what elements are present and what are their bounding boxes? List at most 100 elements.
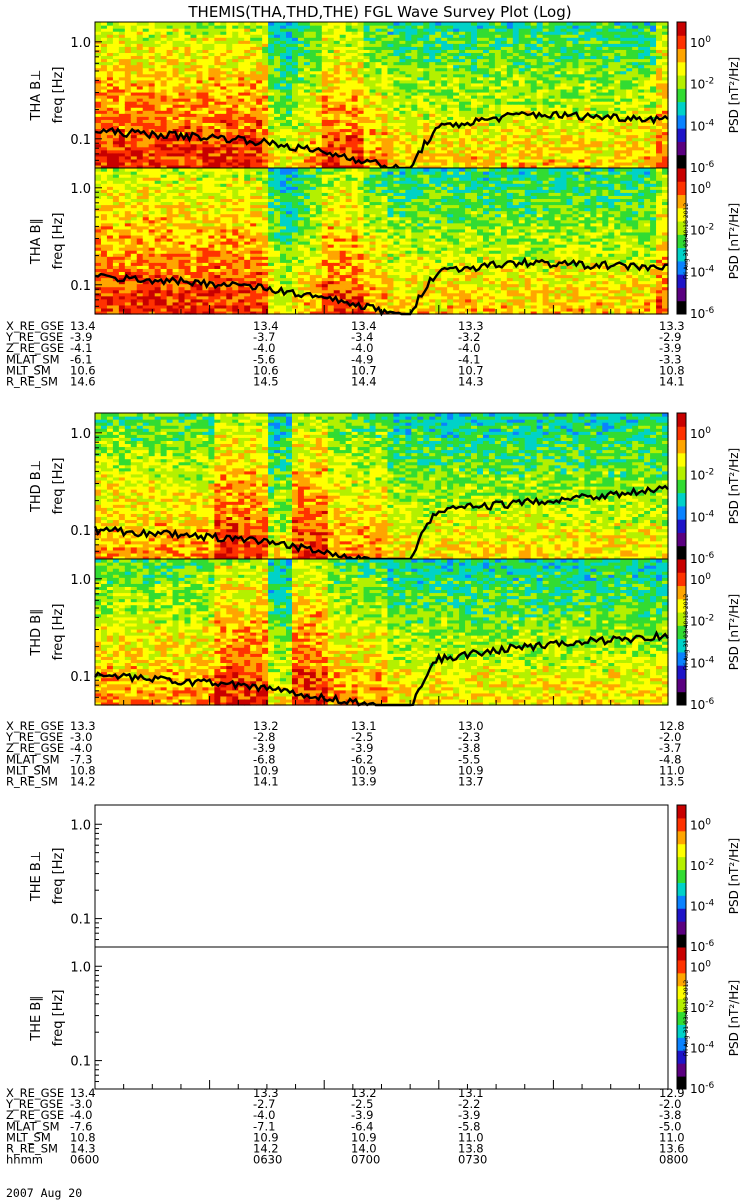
spectrogram-cell	[381, 22, 389, 26]
spectrogram-cell	[632, 98, 639, 102]
spectrogram-cell	[184, 55, 192, 60]
spectrogram-cell	[650, 67, 657, 72]
spectrogram-cell	[262, 46, 269, 50]
spectrogram-cell	[112, 195, 120, 200]
spectrogram-cell	[477, 82, 484, 87]
spectrogram-cell	[142, 107, 150, 111]
spectrogram-cell	[554, 134, 562, 139]
spectrogram-cell	[291, 46, 299, 50]
spectrogram-cell	[274, 131, 281, 136]
spectrogram-cell	[471, 82, 478, 87]
spectrogram-cell	[638, 128, 645, 133]
spectrogram-cell	[572, 158, 580, 163]
spectrogram-cell	[280, 49, 287, 54]
spectrogram-cell	[160, 110, 168, 114]
spectrogram-cell	[95, 168, 102, 172]
spectrogram-cell	[423, 113, 430, 117]
spectrogram-cell	[477, 34, 484, 38]
spectrogram-cell	[250, 91, 257, 96]
spectrogram-cell	[124, 286, 132, 291]
spectrogram-cell	[136, 301, 144, 306]
spectrogram-cell	[620, 49, 627, 54]
spectrogram-cell	[453, 73, 460, 78]
spectrogram-cell	[333, 143, 341, 148]
spectrogram-cell	[95, 280, 102, 285]
spectrogram-cell	[596, 37, 603, 41]
spectrogram-cell	[381, 131, 389, 136]
spectrogram-cell	[190, 76, 198, 81]
spectrogram-cell	[650, 125, 657, 130]
spectrogram-cell	[112, 228, 120, 233]
spectrogram-cell	[333, 137, 341, 142]
spectrogram-cell	[178, 128, 186, 133]
spectrogram-cell	[453, 52, 460, 57]
spectrogram-cell	[196, 73, 204, 78]
spectrogram-cell	[375, 110, 383, 114]
spectrogram-cell	[106, 143, 114, 148]
spectrogram-cell	[411, 113, 418, 117]
spectrogram-cell	[124, 207, 132, 212]
spectrogram-cell	[441, 58, 448, 63]
spectrogram-cell	[250, 85, 257, 90]
spectrogram-cell	[124, 234, 132, 239]
spectrogram-cell	[578, 161, 586, 166]
spectrogram-cell	[429, 25, 436, 29]
spectrogram-cell	[656, 98, 663, 102]
spectrogram-cell	[429, 22, 436, 26]
spectrogram-cell	[106, 149, 114, 154]
spectrogram-cell	[286, 79, 293, 84]
spectrogram-cell	[112, 119, 120, 123]
spectrogram-cell	[154, 146, 162, 151]
spectrogram-cell	[202, 149, 210, 154]
spectrogram-cell	[435, 52, 442, 57]
spectrogram-cell	[345, 164, 353, 169]
spectrogram-cell	[124, 307, 132, 312]
spectrogram-cell	[602, 70, 609, 75]
spectrogram-cell	[506, 122, 514, 127]
spectrogram-cell	[321, 161, 329, 166]
spectrogram-cell	[178, 43, 186, 47]
spectrogram-cell	[100, 70, 108, 75]
spectrogram-cell	[524, 28, 532, 32]
spectrogram-cell	[662, 79, 669, 84]
spectrogram-cell	[638, 91, 645, 96]
spectrogram-cell	[184, 98, 192, 102]
spectrogram-cell	[488, 28, 496, 32]
spectrogram-cell	[381, 155, 389, 160]
spectrogram-cell	[482, 128, 490, 133]
spectrogram-cell	[554, 88, 562, 93]
spectrogram-cell	[220, 143, 227, 148]
spectrogram-cell	[106, 292, 114, 297]
spectrogram-cell	[148, 149, 156, 154]
spectrogram-cell	[482, 140, 490, 145]
spectrogram-cell	[166, 98, 174, 102]
spectrogram-cell	[100, 201, 108, 206]
spectrogram-cell	[363, 146, 371, 151]
spectrogram-cell	[447, 61, 454, 66]
spectrogram-cell	[530, 79, 538, 84]
spectrogram-cell	[405, 91, 412, 96]
spectrogram-cell	[286, 46, 293, 50]
spectrogram-cell	[178, 55, 186, 60]
spectrogram-cell	[620, 101, 627, 105]
spectrogram-cell	[614, 64, 621, 69]
spectrogram-cell	[357, 79, 365, 84]
spectrogram-cell	[423, 79, 430, 84]
spectrogram-cell	[399, 73, 406, 78]
spectrogram-cell	[488, 82, 496, 87]
spectrogram-cell	[494, 95, 502, 99]
spectrogram-cell	[494, 31, 502, 35]
spectrogram-cell	[268, 131, 275, 136]
spectrogram-cell	[226, 155, 233, 160]
spectrogram-cell	[130, 101, 138, 105]
spectrogram-cell	[166, 22, 174, 26]
spectrogram-cell	[572, 55, 580, 60]
spectrogram-cell	[172, 149, 180, 154]
spectrogram-cell	[268, 158, 275, 163]
spectrogram-cell	[602, 82, 609, 87]
spectrogram-cell	[303, 131, 311, 136]
spectrogram-cell	[393, 98, 401, 102]
spectrogram-cell	[620, 164, 627, 169]
spectrogram-cell	[471, 110, 478, 114]
spectrogram-cell	[650, 73, 657, 78]
